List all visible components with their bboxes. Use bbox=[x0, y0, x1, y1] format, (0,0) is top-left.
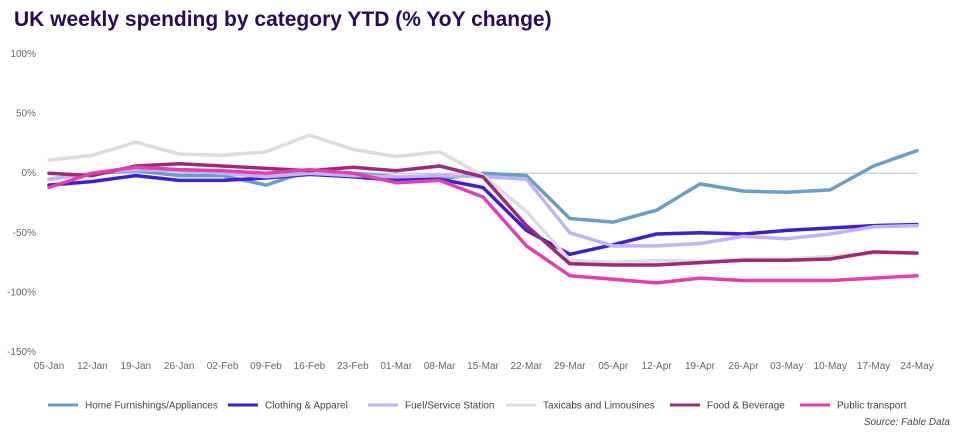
legend: Home Furnishings/Appliances Clothing & Ap… bbox=[48, 401, 907, 412]
x-tick-label: 19-Apr bbox=[685, 361, 716, 372]
x-tick-label: 05-Apr bbox=[598, 361, 629, 372]
legend-label: Food & Beverage bbox=[707, 401, 785, 412]
legend-label: Fuel/Service Station bbox=[405, 401, 495, 412]
x-tick-label: 29-Mar bbox=[554, 361, 586, 372]
source-note: Source: Fable Data bbox=[863, 417, 950, 428]
y-tick-label: 100% bbox=[10, 49, 36, 60]
x-tick-label: 08-Mar bbox=[424, 361, 456, 372]
x-tick-label: 23-Feb bbox=[337, 361, 369, 372]
x-tick-label: 16-Feb bbox=[294, 361, 326, 372]
legend-label: Clothing & Apparel bbox=[265, 401, 348, 412]
legend-label: Home Furnishings/Appliances bbox=[85, 401, 218, 412]
x-tick-label: 09-Feb bbox=[250, 361, 282, 372]
x-tick-label: 26-Jan bbox=[164, 361, 195, 372]
x-tick-label: 02-Feb bbox=[207, 361, 239, 372]
series-line-5 bbox=[47, 161, 919, 267]
x-tick-label: 24-May bbox=[900, 361, 933, 372]
y-tick-label: 50% bbox=[16, 109, 36, 120]
series-line-1 bbox=[47, 148, 919, 224]
series-line-2 bbox=[47, 172, 919, 257]
y-tick-label: -150% bbox=[7, 347, 36, 358]
x-tick-label: 19-Jan bbox=[121, 361, 152, 372]
legend-label: Public transport bbox=[837, 401, 907, 412]
y-tick-label: 0% bbox=[22, 168, 37, 179]
x-tick-label: 12-Apr bbox=[642, 361, 673, 372]
x-tick-label: 10-May bbox=[814, 361, 847, 372]
x-tick-label: 03-May bbox=[770, 361, 803, 372]
x-tick-label: 15-Mar bbox=[467, 361, 499, 372]
y-tick-label: -100% bbox=[7, 287, 36, 298]
x-tick-label: 05-Jan bbox=[34, 361, 65, 372]
x-tick-label: 12-Jan bbox=[77, 361, 108, 372]
x-tick-label: 22-Mar bbox=[511, 361, 543, 372]
x-tick-label: 17-May bbox=[857, 361, 890, 372]
series-line-6 bbox=[47, 165, 919, 285]
x-axis-ticks: 05-Jan 12-Jan 19-Jan 26-Jan 02-Feb 09-Feb 16-F… bbox=[34, 361, 934, 372]
y-tick-label: -50% bbox=[13, 228, 36, 239]
x-tick-label: 26-Apr bbox=[728, 361, 759, 372]
legend-label: Taxicabs and Limousines bbox=[543, 401, 655, 412]
y-axis-ticks: 100% 50% 0% -50% -100% -150% bbox=[7, 49, 36, 358]
series-lines bbox=[47, 133, 919, 285]
chart-title: UK weekly spending by category YTD (% Yo… bbox=[14, 8, 552, 31]
x-tick-label: 01-Mar bbox=[380, 361, 412, 372]
